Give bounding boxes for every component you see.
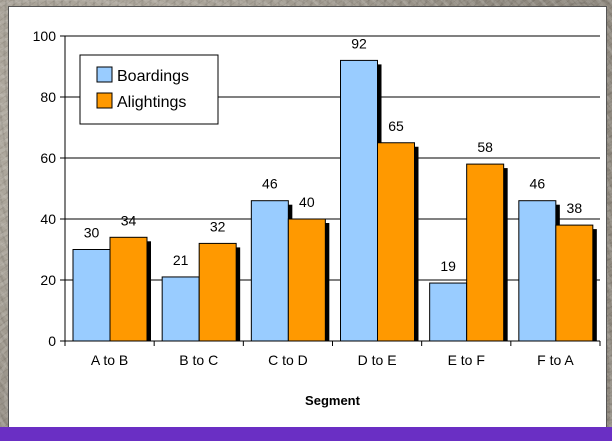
data-label: 65: [388, 118, 404, 134]
data-label: 34: [121, 212, 137, 228]
labels: 0 20 40 60 80 100 30 34 A to B 21 32 B to C 46 40 C to…: [33, 28, 583, 368]
x-tick-label: A to B: [91, 352, 128, 368]
bar: [250, 200, 289, 342]
bar: [377, 142, 415, 342]
y-tick-label: 100: [33, 28, 57, 44]
x-tick-label: C to D: [268, 352, 308, 368]
data-label: 32: [210, 218, 226, 234]
data-label: 21: [173, 252, 189, 268]
legend-box: [79, 54, 219, 125]
bar: [161, 276, 200, 342]
x-tick-label: B to C: [179, 352, 218, 368]
legend: Boardings Alightings: [79, 54, 219, 125]
bar: [555, 224, 594, 342]
data-label: 46: [262, 176, 278, 192]
data-label: 46: [530, 176, 546, 192]
bar: [340, 59, 378, 342]
legend-swatch: [96, 92, 113, 109]
x-axis-title: Segment: [305, 393, 361, 408]
data-label: 92: [351, 35, 367, 51]
x-tick-label: E to F: [448, 352, 485, 368]
x-tick-label: D to E: [358, 352, 397, 368]
legend-label: Alightings: [117, 94, 186, 111]
data-label: 40: [299, 194, 315, 210]
x-tick-label: F to A: [537, 352, 574, 368]
y-tick-label: 40: [40, 211, 56, 227]
bar: [429, 282, 468, 342]
data-label: 19: [440, 258, 456, 274]
bars: [72, 59, 597, 342]
bar: [287, 218, 326, 342]
bar: [518, 200, 557, 342]
y-tick-label: 80: [40, 89, 56, 105]
data-label: 38: [567, 200, 583, 216]
bar: [466, 163, 505, 342]
data-label: 30: [84, 225, 100, 241]
bar: [72, 249, 111, 342]
axes: [60, 35, 601, 346]
bar: [198, 242, 237, 342]
data-label: 58: [477, 139, 493, 155]
legend-label: Boardings: [117, 68, 189, 85]
bar: [109, 236, 148, 342]
y-tick-label: 60: [40, 150, 56, 166]
gridlines: [65, 35, 600, 281]
y-tick-label: 0: [48, 333, 56, 349]
bottom-strip: [0, 427, 612, 441]
legend-swatch: [96, 66, 113, 83]
y-tick-label: 20: [40, 272, 56, 288]
